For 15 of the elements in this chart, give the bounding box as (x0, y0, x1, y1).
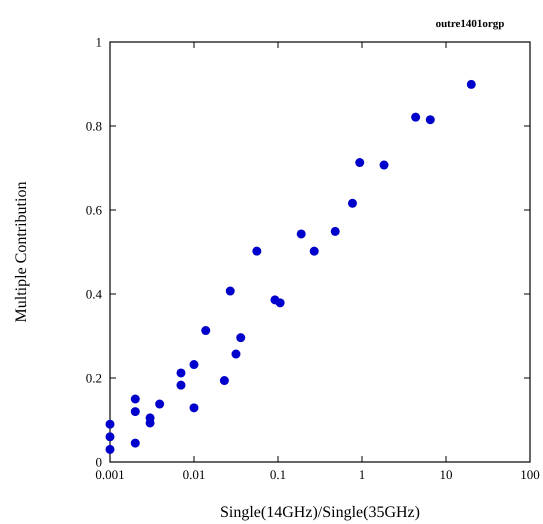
x-tick-label: 1 (358, 467, 366, 482)
x-axis-title: Single(14GHz)/Single(35GHz) (220, 504, 420, 521)
x-tick-label: 0.1 (270, 467, 286, 482)
y-tick-label: 0 (96, 454, 102, 470)
x-tick-label: 100 (520, 467, 540, 482)
y-tick-label: 0.2 (86, 370, 102, 386)
x-tick-label: 10 (440, 467, 452, 482)
x-tick-label: 0.001 (95, 467, 125, 482)
chart-title: outre1401orgp (436, 18, 504, 30)
y-axis-title: Multiple Contribution (13, 182, 30, 322)
y-tick-label: 1 (96, 34, 102, 50)
y-tick-label: 0.8 (86, 118, 102, 134)
y-tick-label: 0.6 (86, 202, 102, 218)
x-tick-label: 0.01 (182, 467, 206, 482)
y-tick-label: 0.4 (86, 286, 102, 302)
